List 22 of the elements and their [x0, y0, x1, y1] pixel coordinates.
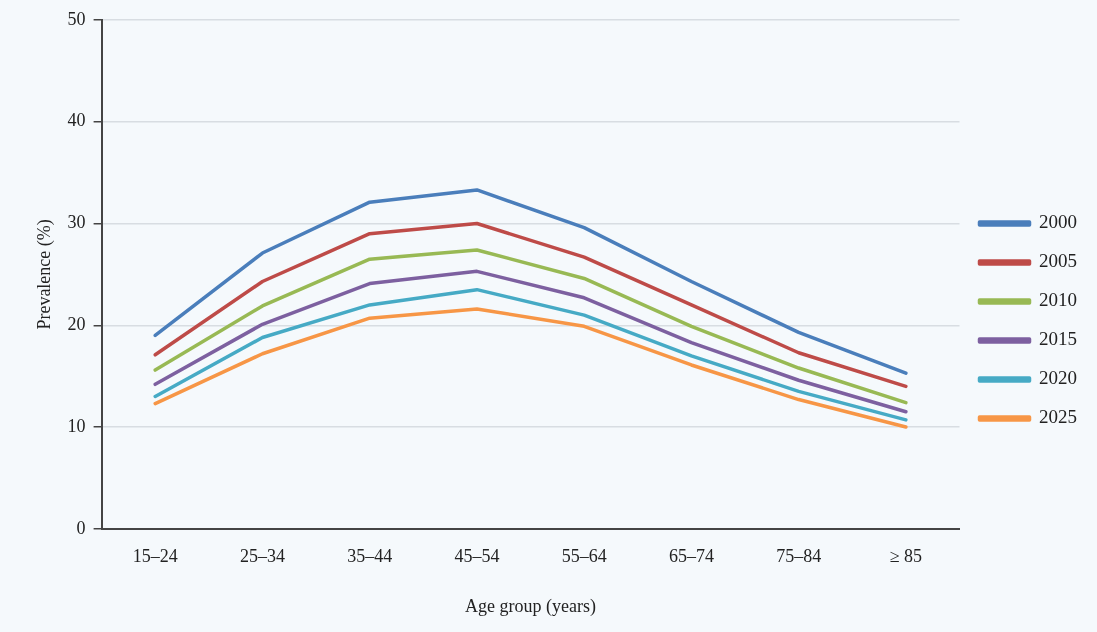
y-tick-label: 40: [67, 110, 86, 131]
x-tick-label: 65–74: [668, 546, 714, 567]
y-tick-label: 0: [76, 517, 86, 538]
legend-label: 2025: [1039, 406, 1077, 428]
legend-label: 2020: [1039, 367, 1077, 389]
y-tick-label: 10: [67, 415, 86, 436]
x-axis-title: Age group (years): [465, 595, 597, 617]
legend-label: 2015: [1039, 328, 1077, 350]
legend-label: 2000: [1039, 211, 1077, 233]
x-tick-label: 35–44: [347, 546, 393, 567]
x-tick-label: 45–54: [454, 546, 500, 567]
x-tick-label: 55–64: [561, 546, 607, 567]
x-tick-label: ≥ 85: [889, 546, 923, 567]
legend-label: 2005: [1039, 250, 1077, 272]
legend-label: 2010: [1039, 289, 1077, 311]
y-tick-label: 50: [67, 8, 86, 29]
x-tick-label: 15–24: [132, 546, 178, 567]
x-tick-label: 75–84: [776, 546, 822, 567]
y-tick-label: 30: [67, 212, 86, 233]
y-tick-label: 20: [67, 314, 86, 335]
y-axis-title: Prevalence (%): [33, 219, 55, 330]
x-tick-label: 25–34: [239, 546, 285, 567]
